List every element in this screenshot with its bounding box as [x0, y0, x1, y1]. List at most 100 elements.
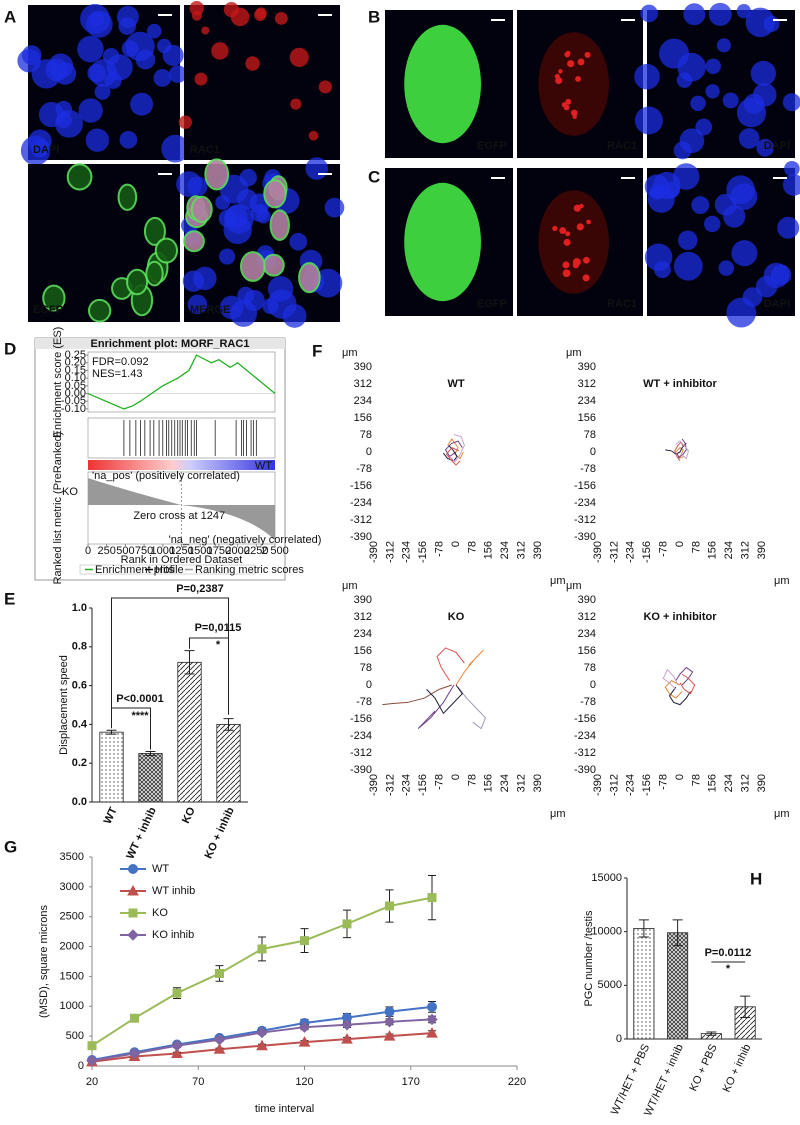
y-tick-label: -78	[356, 463, 372, 475]
y-tick-label: -312	[574, 747, 596, 759]
y-tick-label: 390	[354, 361, 372, 373]
marker	[213, 1043, 226, 1054]
y-tick-label: -234	[574, 497, 596, 509]
stain	[178, 115, 193, 129]
y-tick-label: 78	[360, 429, 372, 441]
marker	[127, 929, 139, 941]
y-tick-label: -312	[350, 514, 372, 526]
marker	[86, 1054, 98, 1067]
track	[675, 666, 694, 686]
nucleus	[763, 15, 780, 32]
marker	[128, 908, 138, 918]
x-tick-label: 0	[450, 774, 462, 780]
nucleus	[634, 63, 660, 90]
hits-frame	[87, 417, 276, 459]
annotation: *	[726, 963, 731, 975]
y-axis-label: (MSD), square microns	[38, 904, 50, 1018]
cell	[263, 179, 287, 209]
track	[675, 446, 685, 460]
nucleus	[38, 102, 65, 128]
bar	[633, 928, 655, 1040]
legend-label: WT inhib	[152, 885, 195, 897]
cell	[404, 182, 481, 302]
y-tick-label: 0	[366, 446, 372, 458]
x-tick-label: 0	[674, 541, 686, 547]
y-tick-label: 312	[578, 378, 596, 390]
error-bar	[184, 650, 195, 675]
y-tick-label: -78	[356, 696, 372, 708]
y-tick-label: 5000	[598, 979, 622, 991]
x-tick-label: KO + inhib	[721, 1042, 754, 1094]
nucleus	[653, 171, 681, 200]
nucleus	[78, 98, 103, 123]
y-tick-label: -156	[350, 480, 372, 492]
micrograph	[178, 1, 340, 160]
nucleus	[305, 157, 329, 180]
x-tick-label: 2250	[244, 545, 268, 557]
x-tick-label: 390	[532, 774, 544, 792]
cell	[183, 230, 205, 253]
stain	[245, 56, 260, 71]
nucleus	[313, 268, 343, 298]
y-tick-label: 78	[360, 662, 372, 674]
stain	[567, 60, 575, 68]
micrograph	[644, 160, 800, 328]
nucleus	[85, 128, 110, 152]
bar	[99, 731, 124, 803]
image-label: RAC1	[190, 144, 220, 156]
stain	[576, 223, 584, 231]
nucleus	[94, 83, 111, 100]
y-tick-label: 156	[354, 645, 372, 657]
x-tick-label: -234	[401, 774, 413, 796]
nucleus	[755, 275, 778, 298]
chart-title: WT + inhibitor	[643, 378, 717, 390]
y-tick-label: 0.20	[65, 357, 86, 369]
image-label: DAPI	[764, 140, 790, 152]
micrograph	[517, 168, 643, 316]
track	[426, 684, 463, 715]
nucleus	[193, 266, 217, 291]
x-tick-label: 312	[516, 541, 528, 559]
marker	[172, 988, 182, 998]
y-tick-label: -0.05	[61, 395, 86, 407]
marker	[213, 1034, 226, 1046]
x-tick-label: -312	[608, 774, 620, 796]
x-tick-label: KO + inhib	[203, 805, 237, 860]
nucleus	[250, 203, 269, 222]
error-bar	[740, 995, 751, 1019]
nucleus	[726, 297, 757, 328]
stain	[552, 225, 558, 231]
marker	[298, 1021, 311, 1033]
y-tick-label: 156	[354, 412, 372, 424]
marker	[427, 893, 437, 903]
y-tick-label: 234	[578, 395, 596, 407]
marker	[171, 1039, 183, 1052]
x-tick-label: 234	[723, 541, 735, 559]
track	[662, 668, 679, 690]
stain	[582, 256, 590, 264]
x-tick-label: 234	[499, 774, 511, 792]
y-tick-label: 312	[354, 378, 372, 390]
x-tick-label: -78	[658, 774, 670, 790]
x-tick-label: -156	[641, 541, 653, 563]
nucleus	[161, 134, 190, 163]
stain	[201, 26, 210, 35]
micrograph	[385, 168, 513, 316]
marker	[426, 1027, 438, 1038]
nucleus	[130, 92, 154, 116]
image-label: MERGE	[190, 304, 230, 316]
y-tick-label: -0.10	[61, 403, 86, 415]
x-tick-label: 234	[499, 541, 511, 559]
x-tick-label: 220	[508, 1076, 526, 1088]
y-tick-label: -312	[574, 514, 596, 526]
y-tick-label: 390	[578, 361, 596, 373]
nucleus	[676, 72, 693, 88]
y-axis-label: Enrichment score (ES)	[52, 327, 64, 438]
track	[417, 684, 455, 729]
stain	[318, 80, 332, 94]
y-tick-label: 0.6	[72, 680, 87, 692]
x-tick-label: 78	[466, 774, 478, 786]
x-tick-label: 0	[674, 774, 686, 780]
x-tick-label: 1750	[207, 545, 231, 557]
nucleus	[289, 232, 308, 251]
